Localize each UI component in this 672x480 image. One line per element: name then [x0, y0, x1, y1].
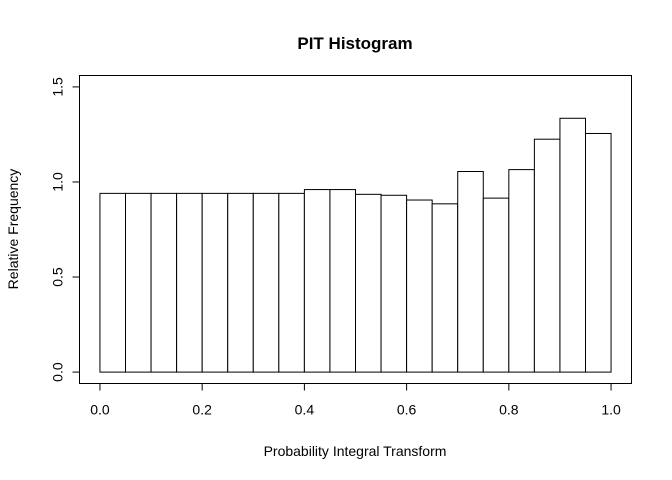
histogram-bar: [406, 199, 433, 373]
y-tick-label: 0.0: [49, 362, 65, 382]
histogram-bar: [482, 197, 510, 373]
histogram-bars: [99, 117, 612, 373]
histogram-bar: [176, 192, 203, 373]
histogram-bar: [201, 192, 229, 373]
histogram-bar: [457, 171, 484, 373]
y-tick-label: 0.5: [49, 267, 65, 287]
x-axis-label: Probability Integral Transform: [264, 443, 447, 459]
histogram-bar: [303, 189, 331, 373]
histogram-bar: [150, 192, 178, 373]
histogram-bar: [355, 193, 382, 373]
x-tick-label: 0.0: [90, 402, 110, 418]
histogram-bar: [380, 194, 408, 373]
y-axis-label: Relative Frequency: [5, 169, 21, 290]
histogram-bar: [252, 192, 280, 373]
y-tick-label: 1.5: [49, 77, 65, 97]
chart-title: PIT Histogram: [297, 34, 412, 53]
histogram-bar: [585, 132, 612, 373]
histogram-bar: [508, 169, 535, 373]
x-tick-label: 0.8: [499, 402, 519, 418]
x-tick-label: 0.6: [397, 402, 417, 418]
histogram-bar: [227, 192, 254, 373]
histogram-bar: [125, 192, 152, 373]
x-axis: 0.0 0.2 0.4 0.6 0.8 1.0: [90, 383, 621, 418]
histogram-bar: [559, 117, 587, 373]
x-tick-label: 0.4: [295, 402, 315, 418]
histogram-bar: [329, 189, 357, 373]
x-tick-label: 1.0: [601, 402, 621, 418]
histogram-bar: [99, 192, 126, 373]
histogram-bar: [533, 138, 561, 373]
x-tick-label: 0.2: [192, 402, 212, 418]
histogram-bar: [278, 192, 305, 373]
y-tick-label: 1.0: [49, 172, 65, 192]
y-axis: 0.0 0.5 1.0 1.5: [49, 77, 80, 382]
histogram-bar: [431, 203, 459, 373]
